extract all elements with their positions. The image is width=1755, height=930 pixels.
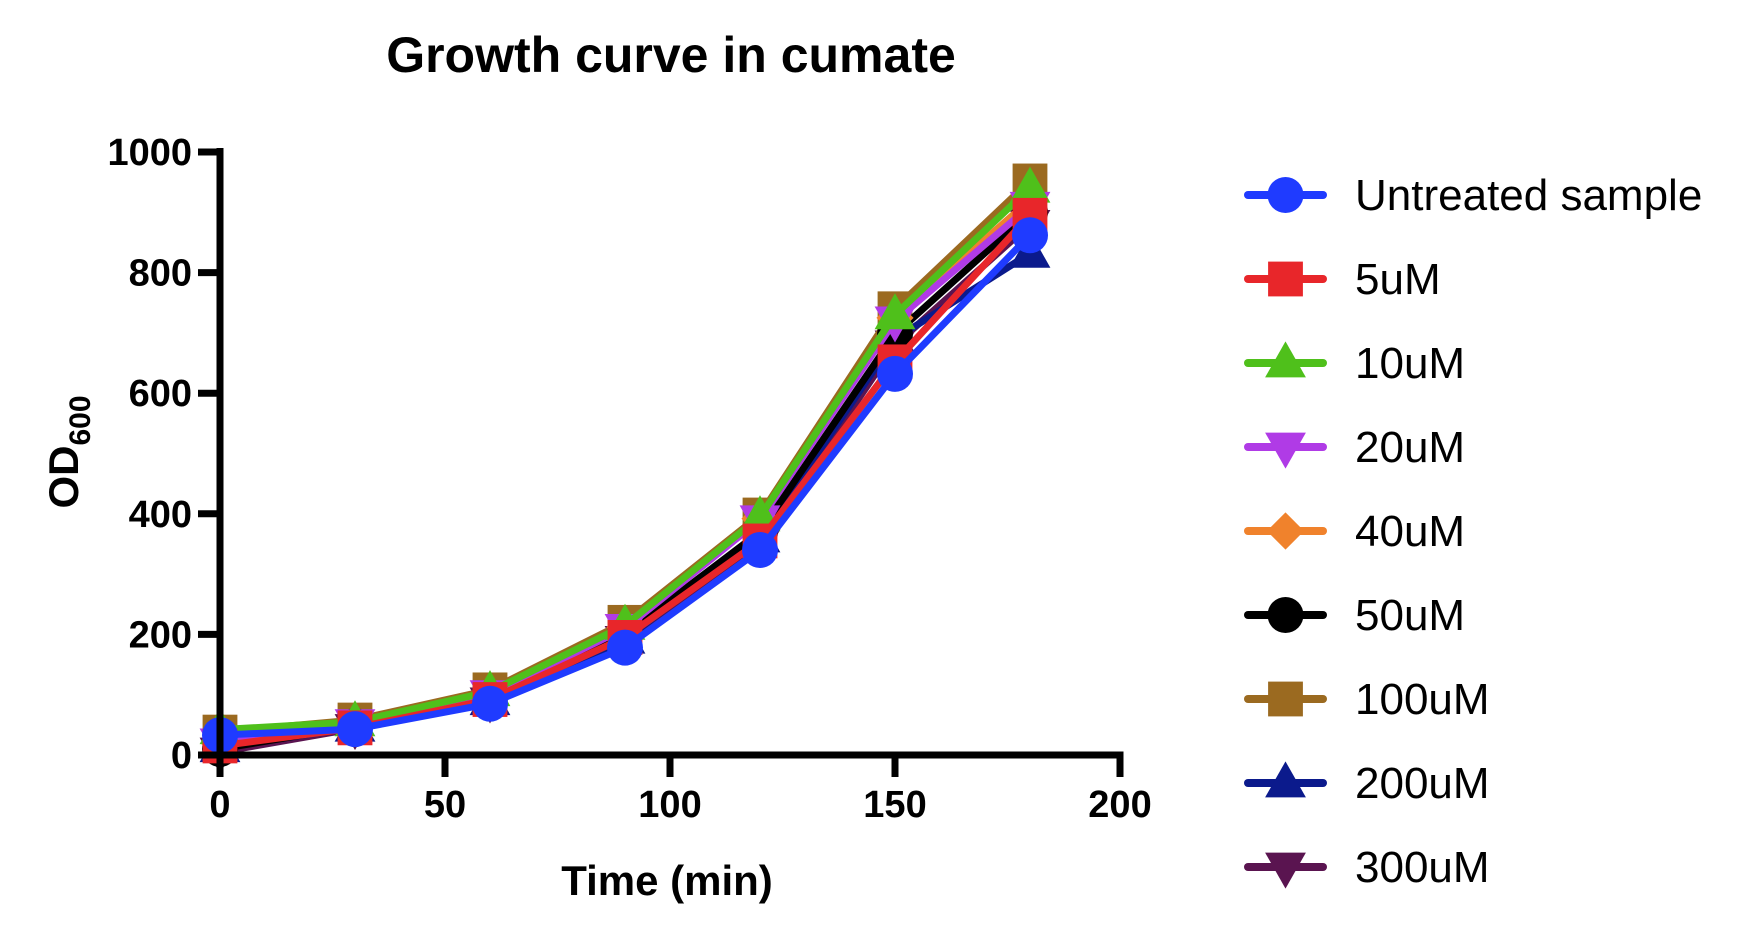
x-tick-label: 150 — [863, 784, 926, 826]
data-point — [1012, 217, 1048, 254]
plot-area: 0 200 400 600 800 1000 0 50 100 150 200 — [107, 132, 1151, 826]
data-point — [877, 355, 913, 392]
legend-item: 50uM — [1244, 591, 1465, 640]
legend-marker — [1265, 432, 1306, 469]
y-tick-label: 1000 — [107, 132, 192, 174]
y-tick-label: 800 — [129, 253, 192, 295]
series-40um — [201, 181, 1049, 763]
y-tick-label: 200 — [129, 614, 192, 656]
x-tick-label: 100 — [638, 784, 701, 826]
legend-item: 10uM — [1244, 339, 1465, 388]
legend-marker — [1266, 512, 1305, 550]
data-point — [1009, 166, 1051, 203]
data-point — [607, 629, 643, 666]
series-untreated-sample — [202, 217, 1048, 754]
legend-label: 20uM — [1355, 423, 1465, 472]
legend-item: 100uM — [1244, 675, 1490, 724]
legend: Untreated sample 5uM 10uM 20uM 40uM 50uM 100uM… — [1244, 171, 1702, 892]
y-axis-label-subscript: 600 — [64, 395, 97, 445]
legend-label: 50uM — [1355, 591, 1465, 640]
legend-item: 200uM — [1244, 759, 1490, 808]
data-point — [337, 711, 373, 748]
x-tick-label: 50 — [424, 784, 466, 826]
legend-marker — [1267, 597, 1304, 633]
legend-label: 100uM — [1355, 675, 1490, 724]
legend-marker — [1268, 681, 1303, 717]
y-axis-label-main: OD — [40, 446, 87, 509]
x-tick-label: 0 — [209, 784, 230, 826]
legend-marker — [1268, 261, 1303, 297]
legend-label: 200uM — [1355, 759, 1490, 808]
legend-label: 40uM — [1355, 507, 1465, 556]
legend-label: Untreated sample — [1355, 171, 1702, 220]
legend-item: 300uM — [1244, 843, 1490, 892]
data-point — [874, 293, 916, 330]
legend-marker — [1265, 761, 1306, 798]
data-point — [472, 685, 508, 722]
x-axis-label: Time (min) — [561, 857, 773, 904]
legend-marker — [1267, 177, 1304, 213]
legend-label: 5uM — [1355, 255, 1441, 304]
legend-marker — [1265, 341, 1306, 378]
y-tick-label: 0 — [171, 735, 192, 777]
legend-item: 5uM — [1244, 255, 1441, 304]
y-axis-label: OD600 — [40, 395, 97, 508]
legend-label: 10uM — [1355, 339, 1465, 388]
y-tick-label: 600 — [129, 373, 192, 415]
chart-title: Growth curve in cumate — [386, 27, 956, 83]
legend-item: 40uM — [1244, 507, 1465, 556]
data-point — [742, 531, 778, 568]
legend-marker — [1265, 852, 1306, 889]
x-tick-label: 200 — [1088, 784, 1151, 826]
legend-item: 20uM — [1244, 423, 1465, 472]
legend-item: Untreated sample — [1244, 171, 1702, 220]
y-tick-label: 400 — [129, 494, 192, 536]
legend-label: 300uM — [1355, 843, 1490, 892]
